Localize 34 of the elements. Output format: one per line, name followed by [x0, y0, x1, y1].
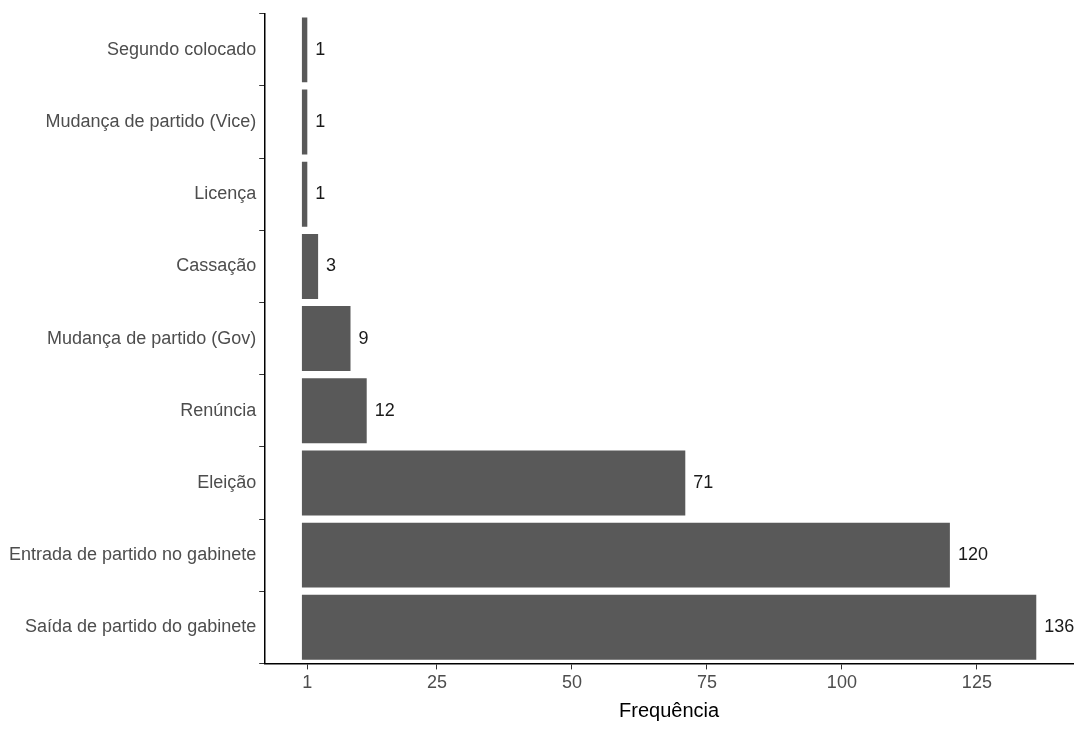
- y-tick-label: Licença: [194, 183, 258, 204]
- bar: [301, 306, 351, 372]
- bar: [301, 161, 308, 227]
- data-label: 1: [315, 38, 326, 59]
- y-tick-label: Entrada de partido no gabinete: [8, 544, 257, 565]
- bar: [301, 522, 950, 588]
- x-tick-label: 75: [696, 672, 717, 693]
- data-label: 3: [326, 255, 337, 276]
- x-tick-label: 50: [561, 672, 582, 693]
- x-tick-label: 125: [961, 672, 992, 693]
- y-tick-label: Mudança de partido (Gov): [47, 327, 257, 348]
- y-tick-label: Eleição: [197, 471, 257, 492]
- bar: [301, 450, 686, 516]
- data-label: 1: [315, 183, 326, 204]
- bar: [301, 89, 308, 155]
- y-tick-label: Renúncia: [180, 399, 258, 420]
- y-tick-label: Cassação: [176, 255, 257, 276]
- bar: [301, 17, 308, 83]
- data-label: 9: [358, 327, 369, 348]
- data-label: 1: [315, 111, 326, 132]
- x-tick-label: 100: [826, 672, 857, 693]
- data-label: 12: [374, 399, 395, 420]
- x-tick-label: 1: [302, 672, 313, 693]
- y-tick-label: Segundo colocado: [107, 38, 257, 59]
- data-label: 136: [1044, 616, 1075, 637]
- x-tick-label: 25: [426, 672, 447, 693]
- y-tick-label: Saída de partido do gabinete: [25, 616, 257, 637]
- bar: [301, 378, 367, 444]
- data-label: 120: [957, 544, 988, 565]
- data-label: 71: [693, 471, 714, 492]
- x-axis-title: Frequência: [619, 698, 720, 721]
- bar: [301, 233, 319, 299]
- y-tick-label: Mudança de partido (Vice): [45, 111, 257, 132]
- bar: [301, 594, 1037, 660]
